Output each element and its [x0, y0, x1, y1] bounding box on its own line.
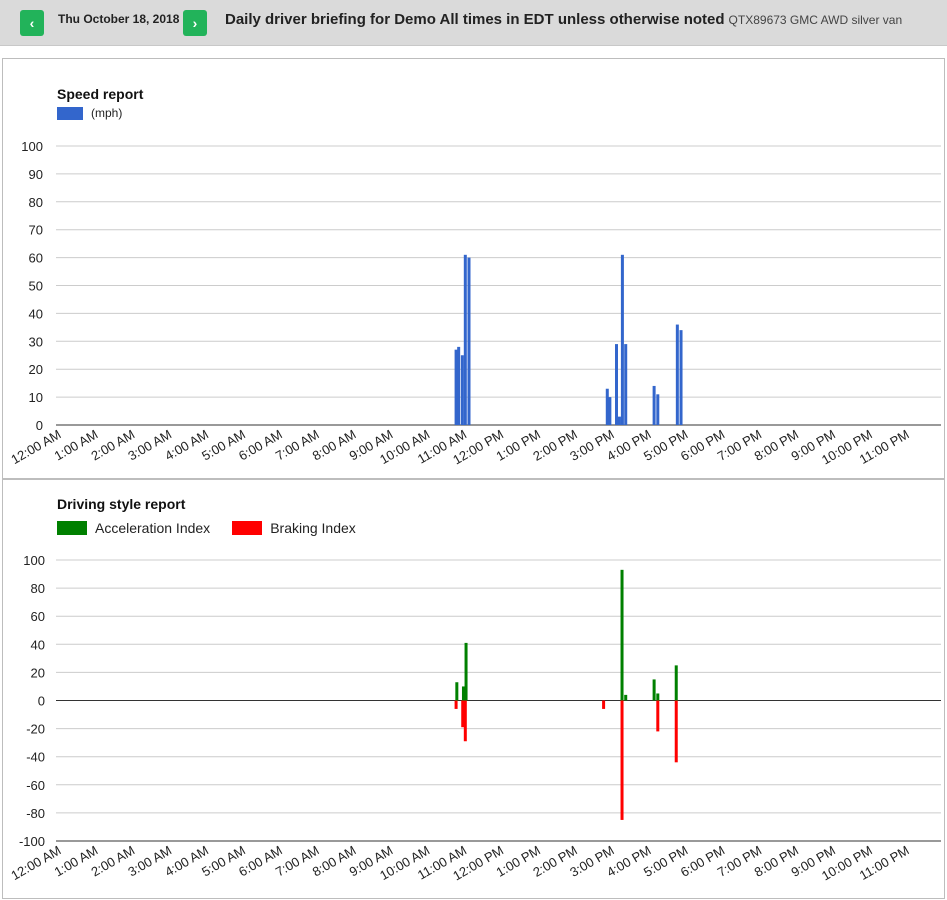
speed-legend: (mph)	[57, 106, 144, 120]
y-tick-label: 100	[23, 553, 45, 568]
bar	[461, 700, 465, 728]
y-tick-label: 80	[31, 581, 45, 596]
legend-item-braking: Braking Index	[232, 520, 356, 536]
y-tick-label: -60	[26, 778, 45, 793]
driving-style-legend: Acceleration Index Braking Index	[57, 520, 378, 536]
y-tick-label: 10	[29, 390, 43, 405]
briefing-title: Daily driver briefing for Demo All times…	[225, 11, 725, 28]
y-tick-label: 70	[29, 223, 43, 238]
bar	[656, 700, 660, 732]
legend-label-braking: Braking Index	[270, 520, 356, 536]
bar	[656, 693, 660, 701]
y-tick-label: -40	[26, 750, 45, 765]
y-tick-label: 90	[29, 167, 43, 182]
y-tick-label: 20	[29, 362, 43, 377]
bar	[679, 330, 683, 425]
bar	[624, 694, 628, 701]
chevron-left-icon: ‹	[29, 15, 35, 31]
bar	[467, 257, 471, 425]
bar	[674, 665, 678, 701]
bar	[460, 355, 464, 425]
speed-chart-title: Speed report	[57, 86, 144, 102]
y-tick-label: 100	[21, 139, 43, 154]
speed-report-panel: Speed report (mph) 0 10 20 30 40 50 60 70 80 90 10…	[2, 58, 945, 479]
y-tick-label: 40	[29, 306, 43, 321]
y-tick-label: 60	[29, 251, 43, 266]
bar	[463, 700, 467, 742]
y-tick-label: 20	[31, 665, 45, 680]
legend-item-acceleration: Acceleration Index	[57, 520, 210, 536]
bar	[461, 686, 465, 701]
vehicle-label: QTX89673 GMC AWD silver van	[728, 13, 903, 27]
bar	[602, 700, 606, 709]
y-tick-label: 30	[29, 334, 43, 349]
driving-style-panel: Driving style report Acceleration Index …	[2, 479, 945, 899]
bar	[652, 385, 656, 425]
bar	[615, 344, 618, 425]
legend-swatch-acceleration	[57, 521, 87, 535]
current-date: Thu October 18, 2018	[58, 12, 180, 26]
bar	[652, 679, 656, 701]
chevron-right-icon: ›	[192, 15, 198, 31]
driving-style-chart-title: Driving style report	[57, 496, 186, 512]
bar	[617, 416, 621, 425]
bar	[464, 642, 468, 701]
legend-item-mph: (mph)	[57, 106, 122, 120]
bar	[608, 397, 612, 425]
bar	[463, 254, 467, 425]
bar	[656, 394, 660, 425]
legend-label-acceleration: Acceleration Index	[95, 520, 211, 536]
bar	[457, 346, 461, 425]
bar	[620, 254, 624, 425]
bar	[675, 324, 679, 425]
bar	[454, 349, 458, 425]
legend-label-mph: (mph)	[91, 106, 123, 120]
y-tick-label: -20	[26, 722, 45, 737]
y-tick-label: 80	[29, 195, 43, 210]
bar	[605, 388, 609, 425]
page-title: Daily driver briefing for Demo All times…	[225, 11, 902, 28]
y-tick-label: 40	[31, 637, 45, 652]
top-bar: ‹ Thu October 18, 2018 › Daily driver br…	[0, 0, 947, 46]
bar	[674, 700, 678, 763]
y-tick-label: 60	[31, 609, 45, 624]
prev-day-button[interactable]: ‹	[20, 10, 44, 36]
legend-swatch-braking	[232, 521, 263, 535]
bar	[455, 682, 459, 701]
next-day-button[interactable]: ›	[183, 10, 207, 36]
bar	[624, 344, 628, 425]
y-tick-label: 0	[36, 418, 43, 433]
y-tick-label: -80	[26, 806, 45, 821]
y-tick-label: 0	[38, 694, 45, 709]
y-tick-label: 50	[29, 279, 43, 294]
bar	[620, 569, 624, 701]
y-tick-label: -100	[19, 834, 45, 849]
bar	[620, 700, 624, 820]
bar	[454, 700, 458, 709]
legend-swatch-speed	[57, 106, 83, 120]
